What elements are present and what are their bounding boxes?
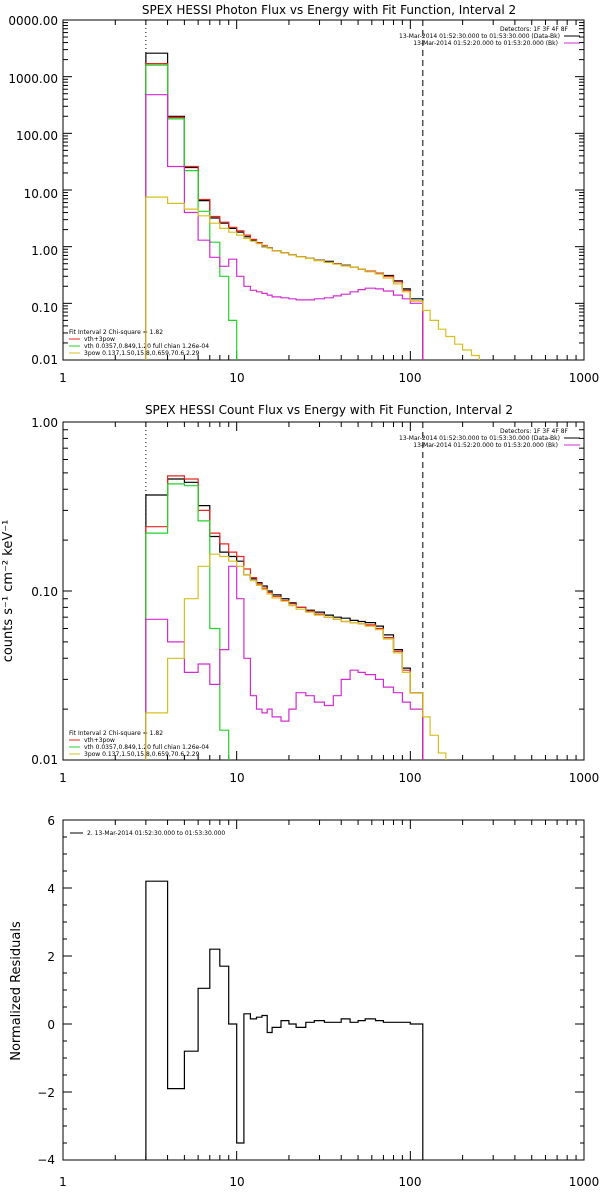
- y-tick: 1.00: [31, 416, 58, 430]
- legend-data-bk: 13-Mar-2014 01:52:30.000 to 01:53:30.000…: [399, 435, 560, 442]
- 3pow-series: [145, 553, 447, 760]
- photon-flux-legend-right: Detectors: 1F 3F 4F 8F 13-Mar-2014 01:52…: [399, 26, 580, 47]
- photon-flux-y-axis: 0000.00 1000.00 100.00 10.00 1.00 0.10 0…: [8, 14, 58, 367]
- legend-vth3pow: vth+3pow: [84, 737, 115, 744]
- vth-3pow-series: [145, 63, 424, 360]
- y-tick: 2: [47, 950, 55, 964]
- x-tick: 1: [59, 771, 67, 785]
- count-flux-y-axis: 1.00 0.10 0.01: [31, 416, 58, 767]
- count-flux-title: SPEX HESSI Count Flux vs Energy with Fit…: [145, 403, 513, 417]
- y-tick: 6: [47, 814, 55, 828]
- y-tick: 4: [47, 882, 55, 896]
- count-flux-x-axis: 1 10 100 1000: [59, 771, 599, 785]
- y-tick: 1.00: [31, 244, 58, 258]
- y-tick: 0: [47, 1018, 55, 1032]
- data-series: [145, 880, 424, 1160]
- y-tick-marks: [63, 19, 584, 361]
- photon-flux-plot-area: [62, 19, 584, 361]
- x-tick: 100: [399, 771, 422, 785]
- legend-vth: vth 0.0357,0.849,1.20 full chian 1.26e-0…: [84, 343, 209, 350]
- legend-fit: Fit Interval 2 Chi-square = 1.82: [69, 329, 163, 336]
- legend-vth3pow: vth+3pow: [84, 336, 115, 343]
- legend-bk: 13-Mar-2014 01:52:20.000 to 01:53:20.000…: [413, 442, 558, 449]
- bk-series: [145, 94, 424, 360]
- y-tick: 10.00: [24, 187, 58, 201]
- photon-flux-title: SPEX HESSI Photon Flux vs Energy with Fi…: [142, 3, 516, 17]
- photon-flux-legend-left: Fit Interval 2 Chi-square = 1.82 vth+3po…: [69, 329, 209, 357]
- photon-flux-x-axis: 1 10 100 1000: [59, 371, 599, 385]
- y-tick: −4: [37, 1153, 55, 1167]
- residuals-panel: Normalized Residuals 6 4 2 0 −2 −4 1 10 …: [9, 814, 599, 1189]
- x-tick: 1: [59, 371, 67, 385]
- y-tick: 100.00: [16, 129, 58, 143]
- y-tick: 0000.00: [8, 14, 58, 28]
- y-tick-marks: [63, 819, 584, 1161]
- legend-detectors: Detectors: 1F 3F 4F 8F: [500, 428, 569, 435]
- legend-vth: vth 0.0357,0.849,1.20 full chian 1.26e-0…: [84, 744, 209, 751]
- legend-bk: 13-Mar-2014 01:52:20.000 to 01:53:20.000…: [413, 40, 558, 47]
- x-tick-marks: [62, 820, 577, 1160]
- y-tick: −2: [37, 1086, 55, 1100]
- data-series: [145, 52, 424, 360]
- x-tick: 100: [399, 1175, 422, 1189]
- x-tick: 10: [229, 1175, 244, 1189]
- x-tick: 1000: [569, 1175, 600, 1189]
- y-tick: 0.01: [31, 753, 58, 767]
- count-flux-legend-right: Detectors: 1F 3F 4F 8F 13-Mar-2014 01:52…: [399, 428, 580, 449]
- y-tick: 0.01: [31, 353, 58, 367]
- x-tick: 10: [229, 371, 244, 385]
- x-tick-marks: [62, 422, 577, 760]
- bk-series: [145, 565, 424, 760]
- residuals-plot-area: [62, 819, 584, 1161]
- x-tick: 1000: [569, 771, 600, 785]
- y-tick: 0.10: [31, 301, 58, 315]
- photon-flux-panel: SPEX HESSI Photon Flux vs Energy with Fi…: [8, 3, 599, 385]
- legend-interval: 2. 13-Mar-2014 01:52:30.000 to 01:53:30.…: [87, 830, 225, 837]
- legend-detectors: Detectors: 1F 3F 4F 8F: [500, 26, 569, 33]
- residuals-y-axis: 6 4 2 0 −2 −4: [37, 814, 55, 1167]
- x-tick: 100: [399, 371, 422, 385]
- vth-series: [145, 483, 230, 760]
- x-tick: 10: [229, 771, 244, 785]
- x-tick-marks: [62, 20, 577, 360]
- photon-flux-frame: [62, 19, 585, 361]
- vth-3pow-series: [145, 475, 424, 760]
- legend-3pow: 3pow 0.137,1.50,15.8,0.659,70.6,2.29: [84, 751, 200, 758]
- count-flux-panel: SPEX HESSI Count Flux vs Energy with Fit…: [1, 403, 599, 785]
- residuals-legend: 2. 13-Mar-2014 01:52:30.000 to 01:53:30.…: [70, 830, 225, 837]
- x-tick: 1000: [569, 371, 600, 385]
- y-tick-marks: [63, 421, 584, 761]
- legend-3pow: 3pow 0.137,1.50,15.8,0.659,70.6,2.29: [84, 350, 200, 357]
- legend-data-bk: 13-Mar-2014 01:52:30.000 to 01:53:30.000…: [399, 33, 560, 40]
- 3pow-series: [145, 196, 480, 360]
- count-flux-frame: [62, 421, 585, 761]
- y-tick: 0.10: [31, 585, 58, 599]
- y-tick: 1000.00: [8, 72, 58, 86]
- residuals-x-axis: 1 10 100 1000: [59, 1175, 599, 1189]
- residuals-frame: [62, 819, 585, 1161]
- count-flux-legend-left: Fit Interval 2 Chi-square = 1.82 vth+3po…: [69, 730, 209, 758]
- residuals-ylabel: Normalized Residuals: [9, 921, 24, 1061]
- legend-fit: Fit Interval 2 Chi-square = 1.82: [69, 730, 163, 737]
- count-flux-plot-area: [62, 421, 584, 761]
- x-tick: 1: [59, 1175, 67, 1189]
- count-flux-ylabel: counts s⁻¹ cm⁻² keV⁻¹: [1, 520, 16, 663]
